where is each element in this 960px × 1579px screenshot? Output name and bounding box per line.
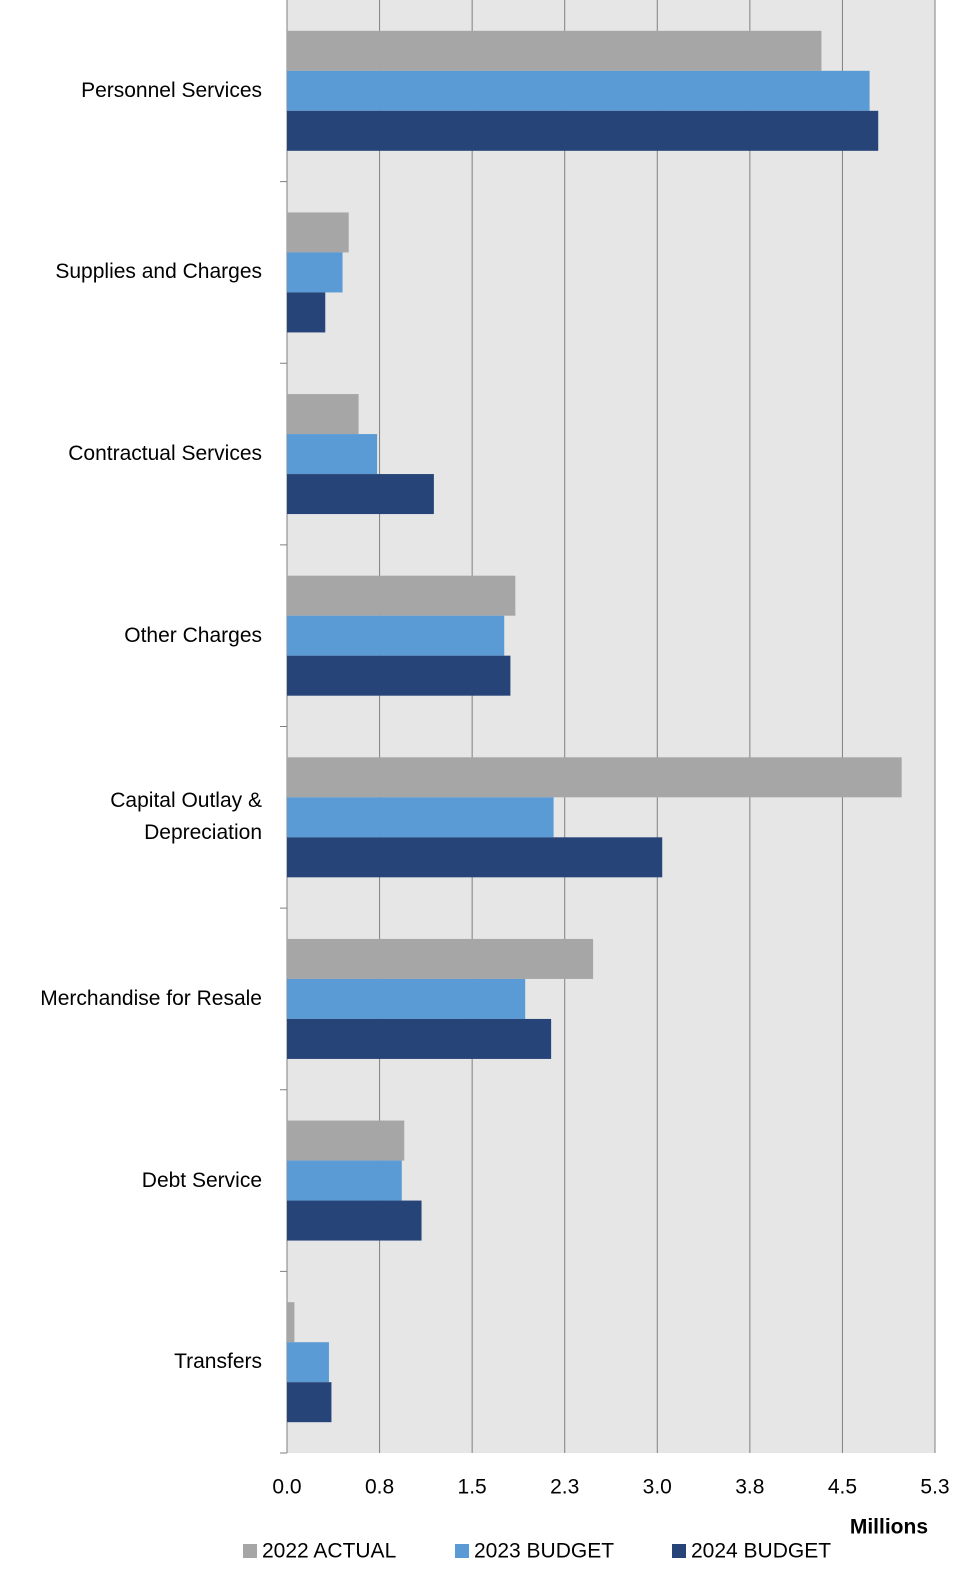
legend-label: 2022 ACTUAL [262, 1540, 396, 1563]
legend-label: 2024 BUDGET [691, 1540, 831, 1563]
bar [287, 1302, 295, 1343]
bar [287, 797, 554, 838]
bar [287, 1120, 405, 1161]
legend-swatch [243, 1544, 257, 1558]
y-tick-label: Capital Outlay & Depreciation [110, 789, 262, 845]
bar [287, 1382, 332, 1423]
bar [287, 938, 594, 979]
y-tick-label: Other Charges [124, 623, 262, 647]
bar [287, 757, 902, 798]
x-tick-label: 3.8 [735, 1476, 764, 1499]
bar [287, 615, 505, 656]
bar [287, 655, 511, 696]
x-tick-label: 4.5 [828, 1476, 857, 1499]
bar [287, 837, 663, 878]
legend-label: 2023 BUDGET [474, 1540, 614, 1563]
bar [287, 978, 526, 1019]
bar [287, 212, 349, 253]
y-tick-label: Transfers [174, 1350, 262, 1374]
y-tick-label: Personnel Services [81, 78, 262, 102]
bar [287, 110, 879, 151]
legend-swatch [455, 1544, 469, 1558]
y-tick-label: Contractual Services [68, 442, 262, 466]
bar [287, 70, 870, 111]
bar [287, 394, 359, 435]
bar [287, 292, 326, 333]
x-tick-label: 2.3 [550, 1476, 579, 1499]
bar [287, 1200, 422, 1241]
legend-swatch [672, 1544, 686, 1558]
bar [287, 30, 822, 71]
x-axis-label: Millions [850, 1516, 928, 1539]
x-tick-label: 5.3 [920, 1476, 949, 1499]
x-tick-label: 3.0 [643, 1476, 672, 1499]
bar [287, 575, 516, 616]
y-tick-label: Debt Service [141, 1168, 262, 1192]
x-tick-label: 0.0 [272, 1476, 301, 1499]
x-tick-label: 0.8 [365, 1476, 394, 1499]
x-tick-label: 1.5 [458, 1476, 487, 1499]
bar [287, 474, 434, 515]
bar [287, 252, 343, 293]
bar [287, 434, 378, 475]
bar [287, 1018, 552, 1059]
bar [287, 1342, 329, 1383]
y-tick-label: Merchandise for Resale [40, 986, 262, 1010]
y-tick-label: Supplies and Charges [55, 260, 262, 284]
bar [287, 1160, 402, 1201]
